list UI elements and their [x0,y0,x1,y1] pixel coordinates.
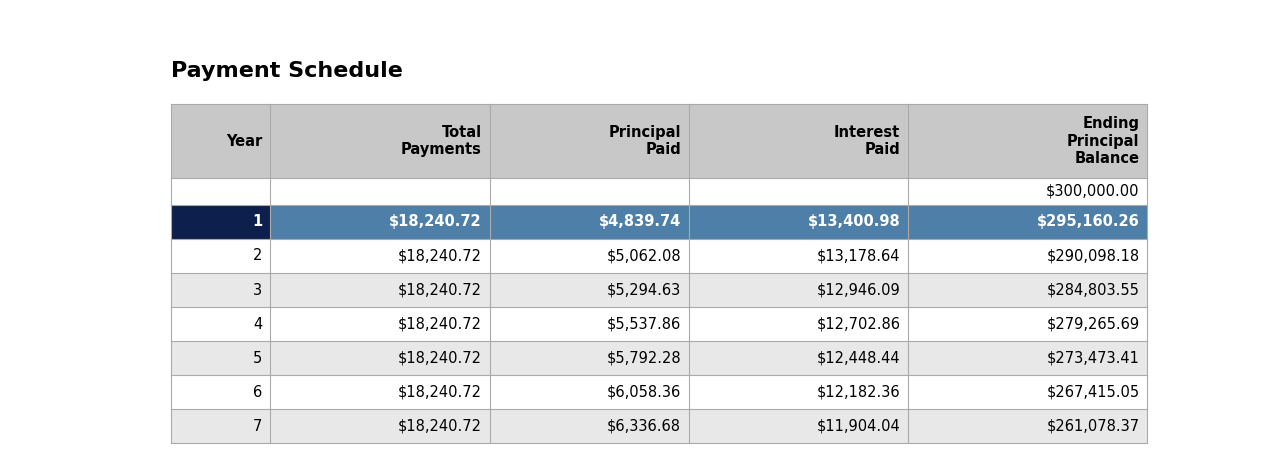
Text: $13,400.98: $13,400.98 [808,214,900,229]
Bar [689,341,908,375]
Bar [171,273,270,307]
Text: $11,904.04: $11,904.04 [817,419,900,434]
Text: 4: 4 [253,316,262,332]
Bar [171,341,270,375]
Text: $267,415.05: $267,415.05 [1047,385,1139,400]
Bar [490,273,689,307]
Text: $6,058.36: $6,058.36 [607,385,682,400]
Text: 7: 7 [253,419,262,434]
Bar [490,104,689,178]
Bar [171,104,270,178]
Text: $5,294.63: $5,294.63 [607,282,682,298]
Bar [908,178,1147,205]
Text: Year: Year [226,134,262,149]
Bar [171,205,270,239]
Text: 5: 5 [253,351,262,366]
Text: Principal
Paid: Principal Paid [608,125,682,158]
Bar [270,178,490,205]
Text: Total
Payments: Total Payments [401,125,482,158]
Text: Payment Schedule: Payment Schedule [171,62,403,81]
Text: 2: 2 [253,248,262,263]
Bar [270,375,490,409]
Bar [689,307,908,341]
Text: $12,448.44: $12,448.44 [817,351,900,366]
Text: $18,240.72: $18,240.72 [397,385,482,400]
Bar [908,341,1147,375]
Bar [689,104,908,178]
Bar [171,307,270,341]
Text: 1: 1 [252,214,262,229]
Text: $18,240.72: $18,240.72 [397,351,482,366]
Text: $18,240.72: $18,240.72 [397,419,482,434]
Text: $290,098.18: $290,098.18 [1047,248,1139,263]
Text: 6: 6 [253,385,262,400]
Bar [270,239,490,273]
Bar [689,409,908,444]
Text: $5,792.28: $5,792.28 [607,351,682,366]
Text: $5,062.08: $5,062.08 [607,248,682,263]
Bar [270,341,490,375]
Bar [490,205,689,239]
Bar [171,409,270,444]
Bar [908,375,1147,409]
Text: $279,265.69: $279,265.69 [1047,316,1139,332]
Bar [908,409,1147,444]
Bar [490,409,689,444]
Bar [171,375,270,409]
Bar [270,104,490,178]
Bar [908,273,1147,307]
Bar [689,273,908,307]
Bar [908,307,1147,341]
Bar [171,178,270,205]
Text: $12,182.36: $12,182.36 [817,385,900,400]
Bar [689,375,908,409]
Bar [689,178,908,205]
Text: $295,160.26: $295,160.26 [1037,214,1139,229]
Bar [270,273,490,307]
Text: $5,537.86: $5,537.86 [607,316,682,332]
Text: 3: 3 [253,282,262,298]
Bar [908,104,1147,178]
Bar [171,239,270,273]
Bar [689,205,908,239]
Text: $18,240.72: $18,240.72 [397,248,482,263]
Bar [490,178,689,205]
Bar [490,375,689,409]
Bar [908,239,1147,273]
Bar [689,239,908,273]
Text: $6,336.68: $6,336.68 [607,419,682,434]
Text: $261,078.37: $261,078.37 [1047,419,1139,434]
Bar [270,205,490,239]
Text: Interest
Paid: Interest Paid [835,125,900,158]
Text: Ending
Principal
Balance: Ending Principal Balance [1067,116,1139,166]
Text: $18,240.72: $18,240.72 [397,282,482,298]
Text: $300,000.00: $300,000.00 [1046,184,1139,199]
Text: $273,473.41: $273,473.41 [1047,351,1139,366]
Bar [490,239,689,273]
Text: $284,803.55: $284,803.55 [1047,282,1139,298]
Text: $4,839.74: $4,839.74 [599,214,682,229]
Bar [908,205,1147,239]
Bar [270,409,490,444]
Text: $12,946.09: $12,946.09 [817,282,900,298]
Text: $18,240.72: $18,240.72 [390,214,482,229]
Text: $18,240.72: $18,240.72 [397,316,482,332]
Text: $12,702.86: $12,702.86 [817,316,900,332]
Bar [490,341,689,375]
Text: $13,178.64: $13,178.64 [817,248,900,263]
Bar [270,307,490,341]
Bar [490,307,689,341]
